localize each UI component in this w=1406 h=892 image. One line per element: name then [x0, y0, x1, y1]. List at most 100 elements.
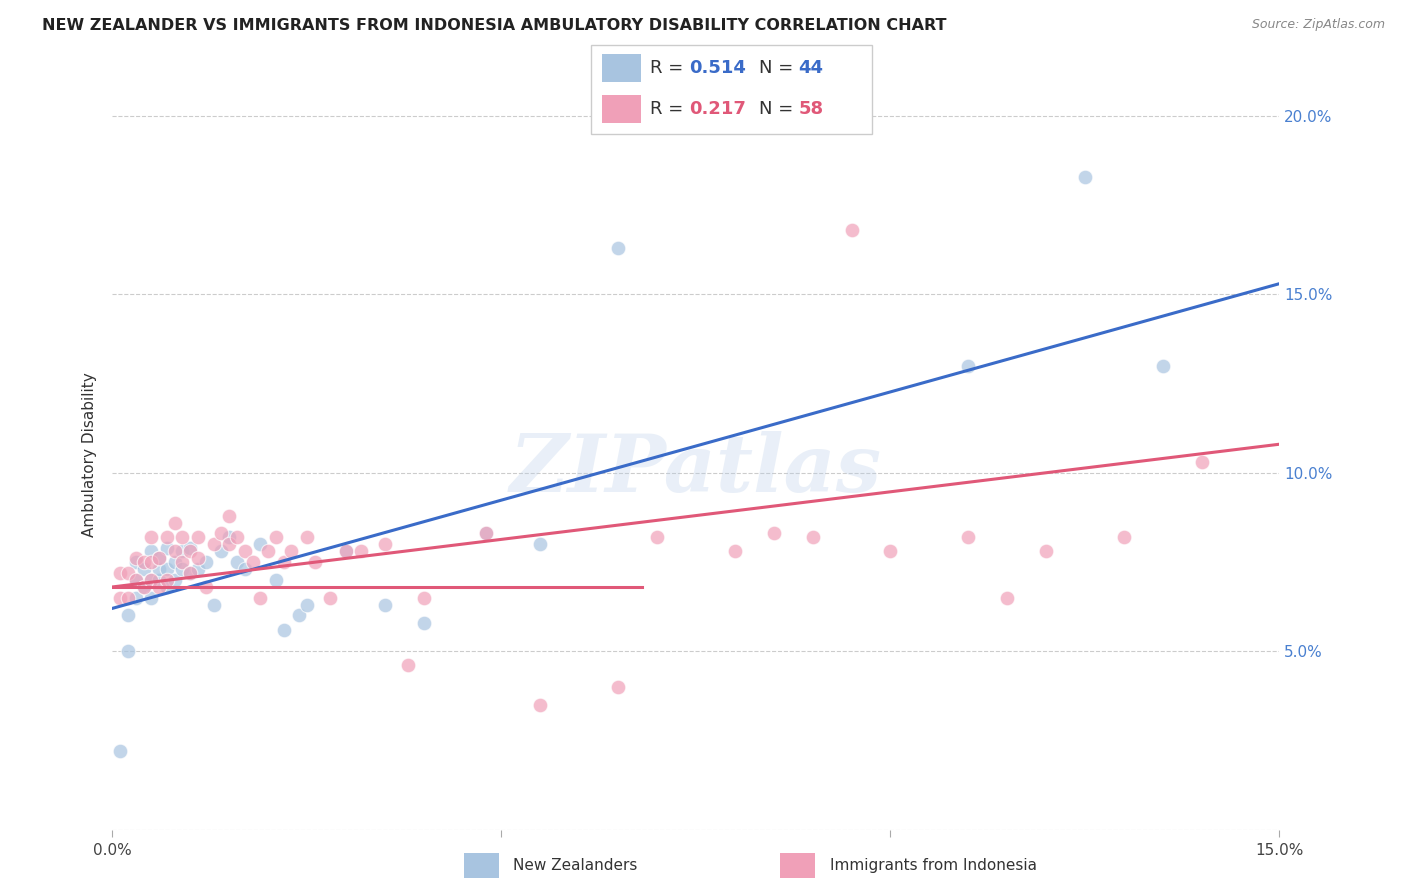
Text: N =: N = [759, 59, 799, 77]
Text: R =: R = [650, 59, 689, 77]
Text: 0.514: 0.514 [689, 59, 745, 77]
Point [202, 537, 225, 551]
Point [724, 544, 747, 558]
Point [172, 555, 194, 569]
Point [257, 544, 280, 558]
Point [163, 516, 186, 530]
Point [125, 591, 148, 605]
Point [187, 551, 209, 566]
Point [412, 591, 434, 605]
Point [132, 580, 155, 594]
Bar [780, 853, 815, 878]
Bar [464, 853, 499, 878]
Point [1152, 359, 1174, 373]
Point [280, 544, 302, 558]
Point [304, 555, 326, 569]
Point [117, 566, 139, 580]
Text: R =: R = [650, 100, 689, 118]
Point [187, 562, 209, 576]
Point [249, 591, 271, 605]
Point [762, 526, 785, 541]
Point [1074, 169, 1097, 184]
Text: NEW ZEALANDER VS IMMIGRANTS FROM INDONESIA AMBULATORY DISABILITY CORRELATION CHA: NEW ZEALANDER VS IMMIGRANTS FROM INDONES… [42, 18, 946, 33]
Point [529, 537, 551, 551]
Point [179, 566, 201, 580]
Point [132, 555, 155, 569]
Text: N =: N = [759, 100, 799, 118]
Point [125, 573, 148, 587]
Point [148, 562, 170, 576]
Bar [602, 54, 641, 82]
Point [242, 555, 264, 569]
Point [607, 241, 630, 255]
Point [273, 623, 295, 637]
Point [117, 644, 139, 658]
Point [249, 537, 271, 551]
Point [132, 562, 155, 576]
Point [141, 573, 163, 587]
Point [295, 598, 318, 612]
Point [156, 562, 179, 576]
Point [218, 508, 240, 523]
Point [148, 551, 170, 566]
Point [226, 555, 249, 569]
Point [141, 573, 163, 587]
Point [273, 555, 295, 569]
Point [957, 530, 980, 544]
Point [226, 530, 249, 544]
Text: New Zealanders: New Zealanders [513, 858, 637, 872]
Point [156, 580, 179, 594]
Point [264, 573, 287, 587]
Point [110, 591, 132, 605]
Point [801, 530, 824, 544]
Point [163, 555, 186, 569]
Point [529, 698, 551, 712]
Text: 44: 44 [799, 59, 824, 77]
Point [475, 526, 498, 541]
Point [141, 591, 163, 605]
Point [141, 530, 163, 544]
Point [156, 573, 179, 587]
Point [335, 544, 357, 558]
Point [179, 541, 201, 555]
Point [194, 580, 217, 594]
Point [209, 544, 232, 558]
Point [374, 598, 396, 612]
Point [209, 526, 232, 541]
Point [1112, 530, 1135, 544]
Point [163, 573, 186, 587]
Point [295, 530, 318, 544]
Point [172, 544, 194, 558]
Point [132, 580, 155, 594]
Point [645, 530, 668, 544]
Point [374, 537, 396, 551]
Point [233, 544, 256, 558]
Point [110, 566, 132, 580]
Point [148, 551, 170, 566]
Text: ZIPatlas: ZIPatlas [510, 431, 882, 508]
Point [879, 544, 901, 558]
Point [156, 541, 179, 555]
Point [141, 544, 163, 558]
Point [264, 530, 287, 544]
Point [396, 658, 419, 673]
Point [475, 526, 498, 541]
Point [117, 608, 139, 623]
Point [995, 591, 1018, 605]
Point [125, 551, 148, 566]
Point [156, 530, 179, 544]
Point [233, 562, 256, 576]
Y-axis label: Ambulatory Disability: Ambulatory Disability [82, 373, 97, 537]
FancyBboxPatch shape [591, 45, 872, 134]
Point [350, 544, 373, 558]
Point [194, 555, 217, 569]
Point [412, 615, 434, 630]
Bar [602, 95, 641, 123]
Point [125, 573, 148, 587]
Point [607, 680, 630, 694]
Point [218, 537, 240, 551]
Point [148, 580, 170, 594]
Point [117, 591, 139, 605]
Point [163, 544, 186, 558]
Text: 0.217: 0.217 [689, 100, 745, 118]
